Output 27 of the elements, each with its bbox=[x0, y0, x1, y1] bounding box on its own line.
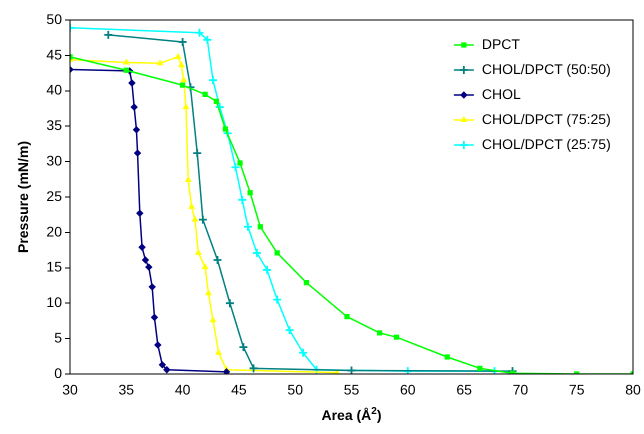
x-tick-label: 75 bbox=[568, 381, 585, 398]
legend-label: CHOL/DPCT (75:25) bbox=[482, 110, 611, 127]
x-tick-label: 45 bbox=[231, 381, 247, 398]
x-tick-label: 35 bbox=[118, 381, 134, 398]
x-tick-label: 60 bbox=[400, 381, 416, 398]
x-tick-label: 80 bbox=[625, 381, 641, 398]
y-tick-label: 45 bbox=[46, 46, 62, 62]
y-tick-label: 0 bbox=[54, 364, 62, 381]
legend-label: CHOL/DPCT (25:75) bbox=[482, 136, 611, 152]
y-tick-label: 50 bbox=[46, 10, 62, 27]
y-tick-label: 30 bbox=[46, 152, 62, 168]
x-tick-label: 70 bbox=[512, 381, 528, 398]
legend-label: DPCT bbox=[482, 36, 520, 52]
x-tick-label: 65 bbox=[456, 381, 472, 398]
y-axis-title: Pressure (mN/m) bbox=[14, 140, 31, 254]
legend-label: CHOL bbox=[482, 86, 521, 102]
y-tick-label: 25 bbox=[46, 188, 62, 204]
y-tick-label: 10 bbox=[46, 294, 62, 310]
legend-label: CHOL/DPCT (50:50) bbox=[482, 60, 611, 77]
y-tick-label: 20 bbox=[46, 223, 62, 240]
x-tick-label: 50 bbox=[287, 381, 304, 398]
x-tick-label: 55 bbox=[344, 381, 360, 398]
y-tick-label: 15 bbox=[46, 258, 62, 275]
x-tick-label: 40 bbox=[174, 381, 191, 398]
y-tick-label: 35 bbox=[46, 117, 62, 134]
y-tick-label: 5 bbox=[54, 329, 62, 346]
y-tick-label: 40 bbox=[46, 82, 62, 98]
